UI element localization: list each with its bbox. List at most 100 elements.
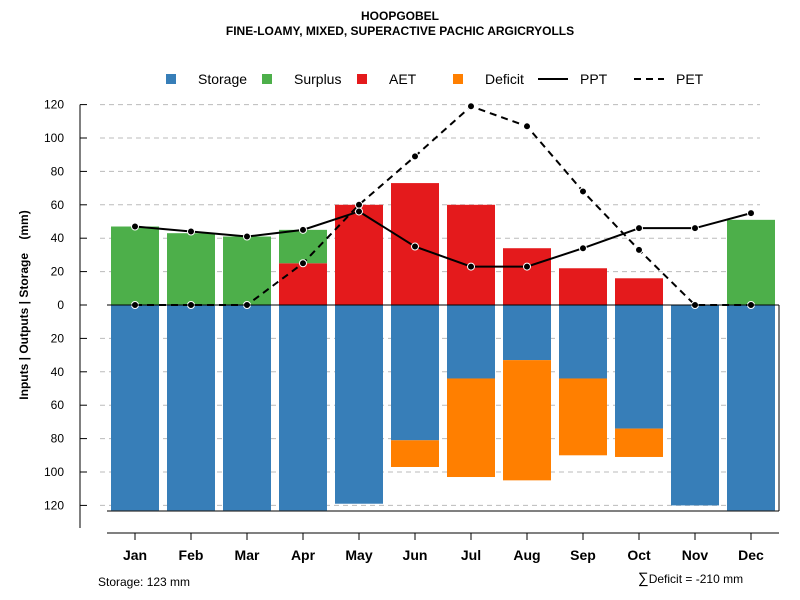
y-axis-label: Inputs | Outputs | Storage (mm) [17,210,31,399]
y-tick-label: 100 [44,465,64,479]
sum-symbol: ∑ [638,570,649,587]
aet-bar [615,278,663,305]
surplus-bar [167,233,215,305]
y-tick-label: 100 [44,131,64,145]
x-tick-label: May [345,547,372,563]
legend-swatch-surplus [262,74,272,84]
pet-line-point [467,102,475,111]
legend-item-surplus: Surplus [262,71,341,87]
x-tick-label: Oct [627,547,651,563]
ppt-line-point [691,224,699,233]
deficit-bar [447,378,495,478]
surplus-bar [727,219,775,305]
x-tick-label: Aug [513,547,540,563]
pet-line-point [579,187,587,196]
ppt-line-point [747,209,755,218]
legend-label-storage: Storage [198,71,248,87]
bar-layer [111,183,775,511]
storage-bar [671,305,719,506]
legend-swatch-aet [357,74,367,84]
storage-bar [167,305,215,511]
storage-bar [335,305,383,504]
ppt-line [134,210,752,268]
storage-bar [223,305,271,511]
deficit-note-text: Deficit = -210 mm [648,572,744,586]
deficit-note: ∑Deficit = -210 mm [638,570,743,587]
y-tick-label: 60 [51,198,65,212]
x-tick-label: Jun [403,547,428,563]
deficit-bar [559,378,607,456]
ppt-line-point [411,242,419,251]
storage-bar [503,305,551,361]
storage-note: Storage: 123 mm [98,575,191,589]
y-tick-label: 60 [51,398,65,412]
y-tick-label: 40 [51,365,65,379]
ppt-line-point [579,244,587,253]
pet-line-point [355,200,363,209]
surplus-bar [111,226,159,305]
ppt-line-point [243,232,251,241]
pet-line-point [299,259,307,268]
y-tick-label: 80 [51,432,65,446]
ppt-line-point [187,227,195,236]
pet-line-point [411,152,419,161]
storage-bar [391,305,439,441]
chart-subtitle: FINE-LOAMY, MIXED, SUPERACTIVE PACHIC AR… [225,24,575,38]
legend-item-ppt: PPT [538,71,607,87]
surplus-bar [223,236,271,305]
ppt-line-point [467,262,475,271]
x-tick-label: Dec [738,547,764,563]
pet-line-point [635,245,643,254]
x-tick-label: Nov [682,547,709,563]
x-tick-label: Jul [461,547,481,563]
legend-label-pet: PET [676,71,704,87]
y-tick-label: 20 [51,331,65,345]
storage-bar [279,305,327,511]
pet-line-point [523,122,531,131]
ppt-line-point [523,262,531,271]
legend-line-pet [634,78,664,80]
axis-layer: 120 100 80 60 40 20 0 20 40 60 80 100 120 Jan Feb Mar Ap… [44,98,780,563]
aet-bar [335,204,383,305]
storage-bar [559,305,607,379]
storage-bar [727,305,775,511]
chart-title: HOOPGOBEL [360,9,439,23]
x-tick-label: Apr [291,547,316,563]
aet-bar [447,204,495,305]
legend-item-storage: Storage [166,71,247,87]
storage-bar [111,305,159,511]
legend-swatch-deficit [453,74,463,84]
x-tick-label: Feb [179,547,204,563]
y-tick-label: 120 [44,498,64,512]
legend-swatch-storage [166,74,176,84]
ppt-line-point [131,222,139,231]
y-tick-label: 40 [51,231,65,245]
x-tick-label: Jan [123,547,147,563]
legend-label-ppt: PPT [580,71,608,87]
storage-bar [447,305,495,379]
legend-line-ppt [538,78,568,80]
legend-label-aet: AET [389,71,417,87]
y-tick-label: 120 [44,98,64,112]
aet-bar [503,248,551,305]
x-tick-label: Mar [235,547,260,563]
ppt-line-point [355,207,363,216]
storage-bar [615,305,663,429]
y-tick-label: 20 [51,265,65,279]
legend-label-surplus: Surplus [294,71,342,87]
legend-item-pet: PET [634,71,703,87]
aet-bar [279,263,327,305]
legend-item-deficit: Deficit [453,71,524,87]
y-tick-label: 80 [51,164,65,178]
ppt-line-point [299,225,307,234]
deficit-bar [615,428,663,457]
deficit-bar [391,440,439,467]
aet-bar [559,268,607,305]
legend-label-deficit: Deficit [485,71,524,87]
ppt-line-point [635,224,643,233]
y-tick-label: 0 [57,298,64,312]
deficit-bar [503,360,551,481]
x-tick-label: Sep [570,547,596,563]
legend-item-aet: AET [357,71,416,87]
